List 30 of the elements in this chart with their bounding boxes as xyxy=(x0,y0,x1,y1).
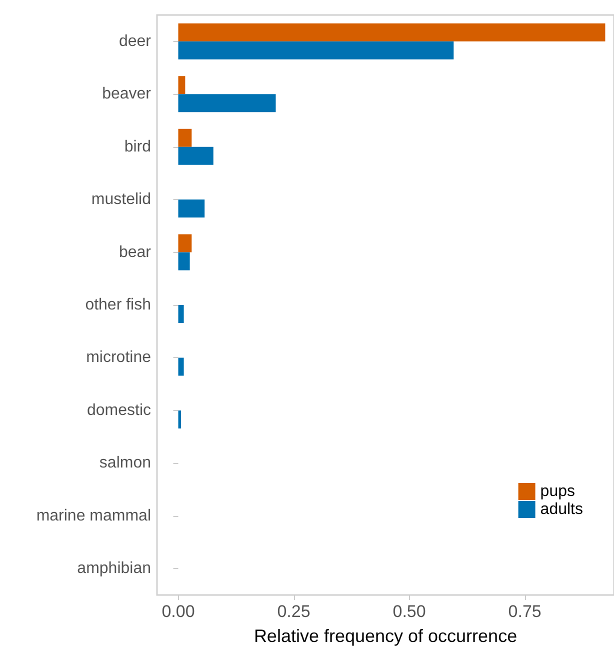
bar xyxy=(178,252,190,270)
y-tick-label: mustelid xyxy=(91,191,151,208)
y-tick-label: deer xyxy=(118,32,152,50)
bar xyxy=(178,305,184,323)
y-tick-label: beaver xyxy=(102,86,152,103)
legend-label: pups xyxy=(540,483,576,500)
y-tick-label: amphibian xyxy=(77,560,151,578)
y-tick-label: bird xyxy=(124,138,151,156)
bar xyxy=(178,234,192,252)
bar xyxy=(178,146,214,165)
bar xyxy=(178,94,276,112)
y-tick-label: marine mammal xyxy=(36,507,151,524)
bar xyxy=(178,410,182,428)
bar xyxy=(178,76,186,94)
bar xyxy=(178,23,606,42)
bar xyxy=(178,358,184,376)
bar xyxy=(178,41,454,60)
y-tick-label: bear xyxy=(118,244,152,261)
y-tick-label: other fish xyxy=(85,296,151,314)
legend-label: adults xyxy=(540,501,584,518)
x-tick-label: 0.25 xyxy=(277,602,310,621)
x-tick-label: 0.75 xyxy=(508,602,542,621)
x-tick-label: 0.50 xyxy=(392,602,426,621)
y-tick-label: domestic xyxy=(86,402,151,419)
bar xyxy=(178,128,192,147)
x-axis-title: Relative frequency of occurrence xyxy=(254,626,518,646)
bar xyxy=(178,200,205,218)
y-tick-label: salmon xyxy=(99,454,151,472)
y-tick-label: microtine xyxy=(86,349,152,366)
x-tick-label: 0.00 xyxy=(162,602,195,621)
